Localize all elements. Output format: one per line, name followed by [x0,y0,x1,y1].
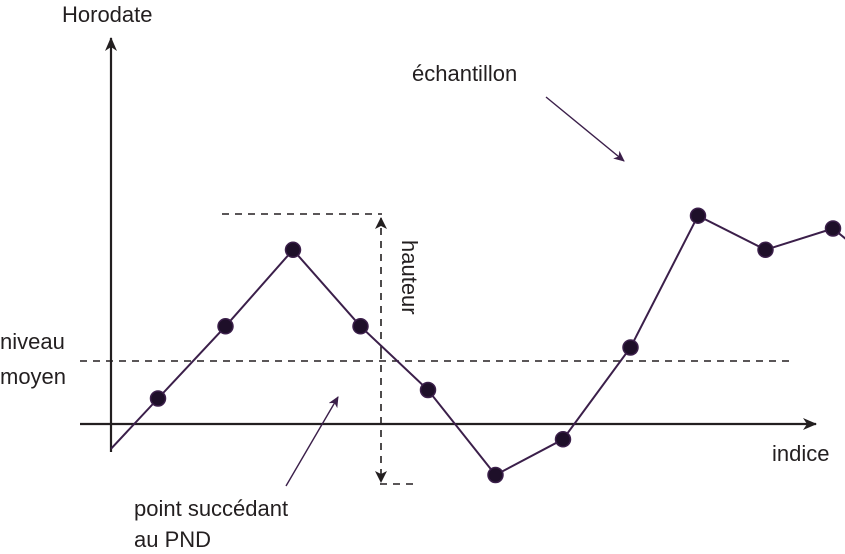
sample-point [149,390,167,407]
sample-point [217,318,234,335]
niveau-label-line2: moyen [0,364,67,389]
sample-point [487,466,504,484]
sample-point [757,241,774,259]
signal-layer [110,207,845,484]
x-axis-label: indice [772,441,830,466]
echantillon-pointer-arrow [545,96,625,162]
niveau-label-line1: niveau [0,329,65,354]
sample-point [419,381,437,399]
point-label-line1: point succédant [134,496,289,521]
sample-point [689,207,707,224]
sample-point [284,241,302,259]
hauteur-label: hauteur [397,240,422,315]
sample-point [824,220,842,237]
y-axis-label: Horodate [62,2,153,27]
sample-point [554,431,572,448]
sample-point [352,318,369,335]
signal-line [110,214,845,477]
sample-point [622,339,639,356]
echantillon-label: échantillon [412,61,518,86]
point-label-line2: au PND [134,527,212,552]
pnd-pointer-arrow [285,396,339,487]
